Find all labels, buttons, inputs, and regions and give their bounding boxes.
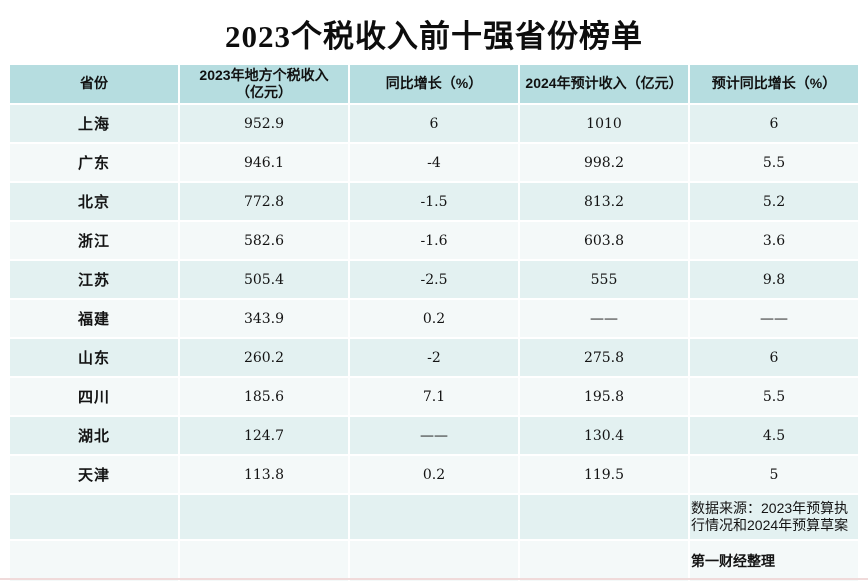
cell-value: 343.9 (180, 300, 348, 337)
header-cell-est-income-2024: 2024年预计收入（亿元） (520, 65, 688, 103)
cell-value: 130.4 (520, 417, 688, 454)
table-row: 天津 113.8 0.2 119.5 5 (10, 456, 858, 493)
credit-note: 第一财经整理 (690, 541, 858, 581)
empty-cell (10, 495, 178, 539)
note-row: 第一财经整理 (10, 541, 858, 581)
bottom-accent-line (0, 578, 868, 580)
cell-value: 275.8 (520, 339, 688, 376)
cell-value: 4.5 (690, 417, 858, 454)
table-row: 广东 946.1 -4 998.2 5.5 (10, 144, 858, 181)
cell-province: 广东 (10, 144, 178, 181)
table-row: 山东 260.2 -2 275.8 6 (10, 339, 858, 376)
header-cell-province: 省份 (10, 65, 178, 103)
table-row: 四川 185.6 7.1 195.8 5.5 (10, 378, 858, 415)
cell-value: 952.9 (180, 105, 348, 142)
cell-value: 5.5 (690, 378, 858, 415)
cell-value: 505.4 (180, 261, 348, 298)
cell-value: 555 (520, 261, 688, 298)
table-row: 湖北 124.7 —— 130.4 4.5 (10, 417, 858, 454)
table-row: 北京 772.8 -1.5 813.2 5.2 (10, 183, 858, 220)
cell-province: 福建 (10, 300, 178, 337)
empty-cell (520, 541, 688, 581)
table-row: 浙江 582.6 -1.6 603.8 3.6 (10, 222, 858, 259)
empty-cell (180, 541, 348, 581)
empty-cell (520, 495, 688, 539)
cell-province: 江苏 (10, 261, 178, 298)
cell-value: 6 (690, 105, 858, 142)
cell-value: 813.2 (520, 183, 688, 220)
cell-province: 上海 (10, 105, 178, 142)
cell-value: 195.8 (520, 378, 688, 415)
page-title: 2023个税收入前十强省份榜单 (225, 19, 643, 54)
header-cell-yoy-growth: 同比增长（%） (350, 65, 518, 103)
cell-value: -4 (350, 144, 518, 181)
cell-value: 185.6 (180, 378, 348, 415)
cell-province: 浙江 (10, 222, 178, 259)
ranking-table: 省份 2023年地方个税收入 （亿元） 同比增长（%） 2024年预计收入（亿元… (8, 63, 860, 581)
cell-value: —— (520, 300, 688, 337)
cell-value: 6 (350, 105, 518, 142)
table-row: 福建 343.9 0.2 —— —— (10, 300, 858, 337)
cell-value: -1.6 (350, 222, 518, 259)
cell-value: 113.8 (180, 456, 348, 493)
cell-value: —— (690, 300, 858, 337)
cell-value: 5.2 (690, 183, 858, 220)
cell-province: 山东 (10, 339, 178, 376)
cell-value: —— (350, 417, 518, 454)
table-body: 上海 952.9 6 1010 6 广东 946.1 -4 998.2 5.5 北京 772.8 -1.… (10, 105, 858, 581)
cell-value: 5 (690, 456, 858, 493)
cell-value: 260.2 (180, 339, 348, 376)
cell-province: 北京 (10, 183, 178, 220)
cell-value: 3.6 (690, 222, 858, 259)
cell-value: 998.2 (520, 144, 688, 181)
empty-cell (350, 495, 518, 539)
header-cell-income-2023: 2023年地方个税收入 （亿元） (180, 65, 348, 103)
cell-value: -1.5 (350, 183, 518, 220)
cell-value: 0.2 (350, 300, 518, 337)
cell-value: 5.5 (690, 144, 858, 181)
cell-value: 1010 (520, 105, 688, 142)
cell-value: 9.8 (690, 261, 858, 298)
empty-cell (180, 495, 348, 539)
empty-cell (350, 541, 518, 581)
table-row: 上海 952.9 6 1010 6 (10, 105, 858, 142)
cell-province: 湖北 (10, 417, 178, 454)
cell-value: 772.8 (180, 183, 348, 220)
header-cell-est-yoy-growth: 预计同比增长（%） (690, 65, 858, 103)
cell-value: 7.1 (350, 378, 518, 415)
cell-value: 0.2 (350, 456, 518, 493)
cell-value: 946.1 (180, 144, 348, 181)
cell-province: 天津 (10, 456, 178, 493)
data-source-note: 数据来源：2023年预算执行情况和2024年预算草案 (690, 495, 858, 539)
table-row: 江苏 505.4 -2.5 555 9.8 (10, 261, 858, 298)
cell-value: 603.8 (520, 222, 688, 259)
cell-value: -2 (350, 339, 518, 376)
note-row: 数据来源：2023年预算执行情况和2024年预算草案 (10, 495, 858, 539)
table-header-row: 省份 2023年地方个税收入 （亿元） 同比增长（%） 2024年预计收入（亿元… (10, 65, 858, 103)
cell-province: 四川 (10, 378, 178, 415)
cell-value: 6 (690, 339, 858, 376)
cell-value: 119.5 (520, 456, 688, 493)
cell-value: 582.6 (180, 222, 348, 259)
cell-value: 124.7 (180, 417, 348, 454)
empty-cell (10, 541, 178, 581)
cell-value: -2.5 (350, 261, 518, 298)
table-header: 省份 2023年地方个税收入 （亿元） 同比增长（%） 2024年预计收入（亿元… (10, 65, 858, 103)
